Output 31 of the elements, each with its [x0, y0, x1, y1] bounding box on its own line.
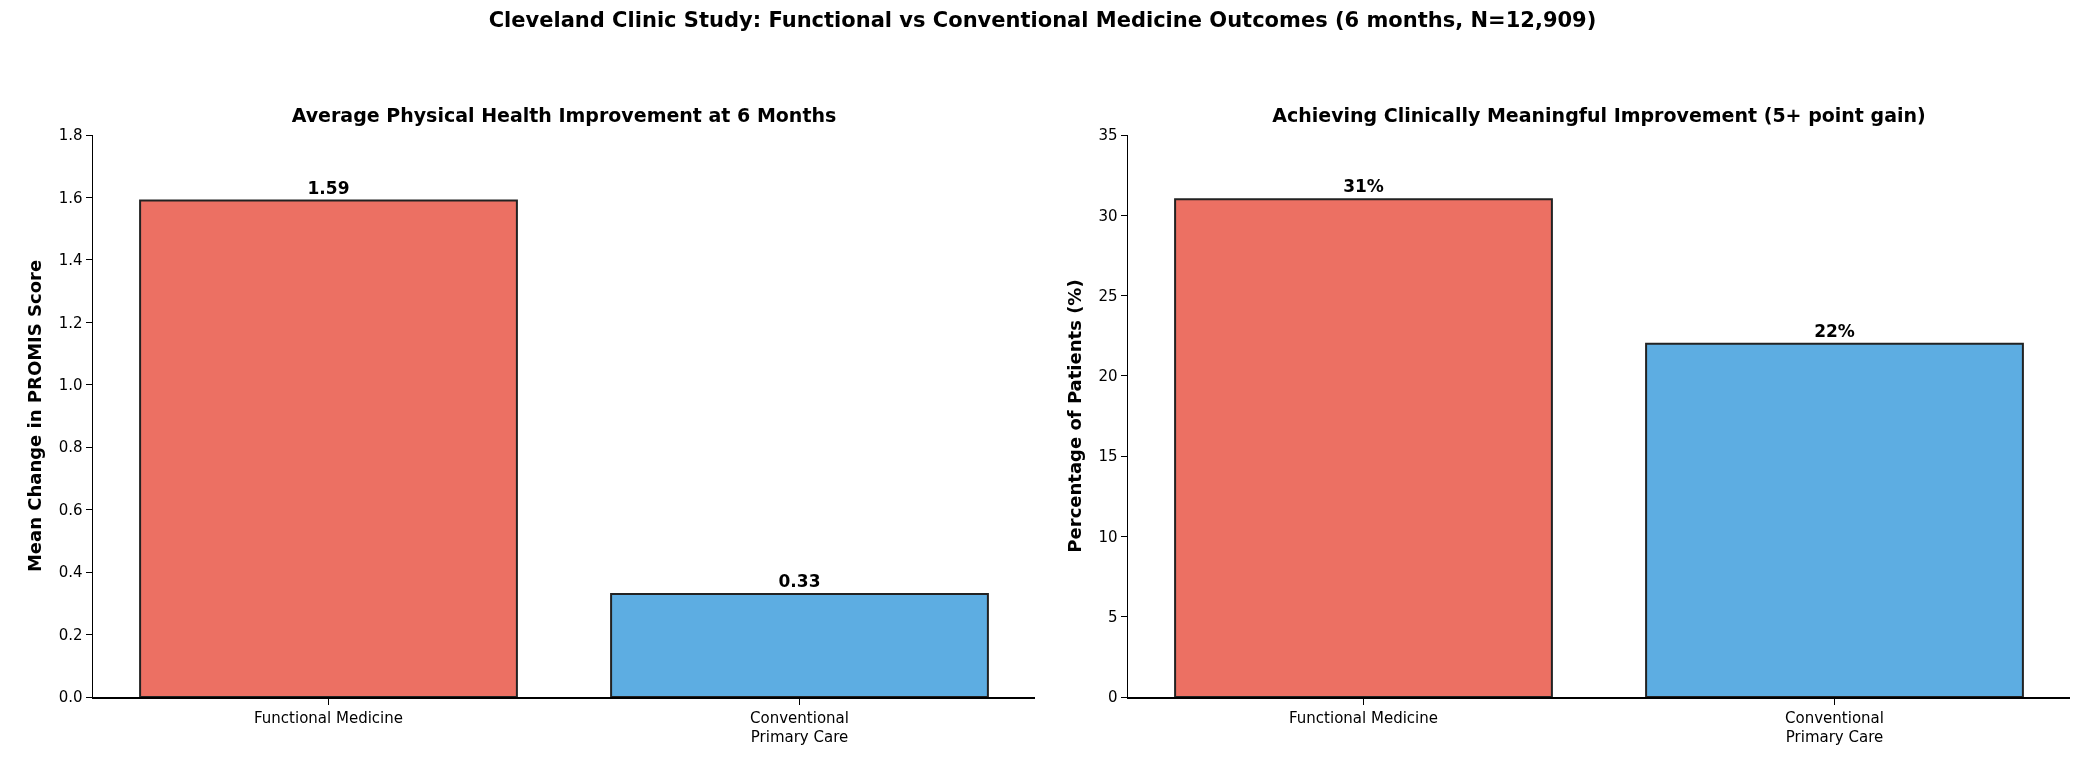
y-tick-label: 0: [1107, 688, 1118, 707]
y-axis-title: Mean Change in PROMIS Score: [24, 259, 46, 573]
data-label: 22%: [1814, 320, 1855, 341]
data-label: 31%: [1343, 176, 1384, 197]
y-tick-label: 0.8: [58, 438, 83, 457]
y-tick-label: 1.2: [58, 313, 83, 332]
chart-title: Achieving Clinically Meaningful Improvement (5+ point gain): [1272, 103, 1926, 126]
y-tick-label: 0.4: [58, 563, 83, 582]
data-label: 1.59: [307, 177, 350, 198]
y-tick-label: 5: [1107, 607, 1118, 626]
data-label: 0.33: [778, 570, 821, 591]
y-tick-label: 30: [1098, 206, 1118, 225]
y-tick-label: 15: [1098, 447, 1118, 466]
y-tick-label: 1.6: [58, 188, 83, 207]
x-tick-label: Conventional Primary Care: [1785, 708, 1884, 746]
y-tick-label: 10: [1098, 527, 1118, 546]
y-tick-label: 0.6: [58, 500, 83, 519]
y-tick-label: 0.0: [58, 688, 83, 707]
y-tick-label: 20: [1098, 367, 1118, 386]
y-tick-label: 35: [1098, 126, 1118, 145]
y-tick-label: 0.2: [58, 625, 83, 644]
x-tick-label: Functional Medicine: [254, 708, 403, 727]
chart-subtitle: Average Physical Health Improvement at 6 Months: [291, 103, 837, 126]
chart-title: Cleveland Clinic Study: Functional vs Conventional Medicine Outcomes (6 months, N=12,909): [487, 8, 1598, 32]
y-tick-label: 1.0: [58, 376, 83, 395]
y-axis-title: Percentage of Patients (%): [1063, 279, 1085, 553]
x-tick-label: Functional Medicine: [1289, 708, 1438, 727]
y-tick-label: 1.8: [58, 126, 83, 145]
x-tick-label: Conventional Primary Care: [750, 708, 849, 746]
y-tick-label: 25: [1098, 286, 1118, 305]
y-tick-label: 1.4: [58, 251, 83, 270]
